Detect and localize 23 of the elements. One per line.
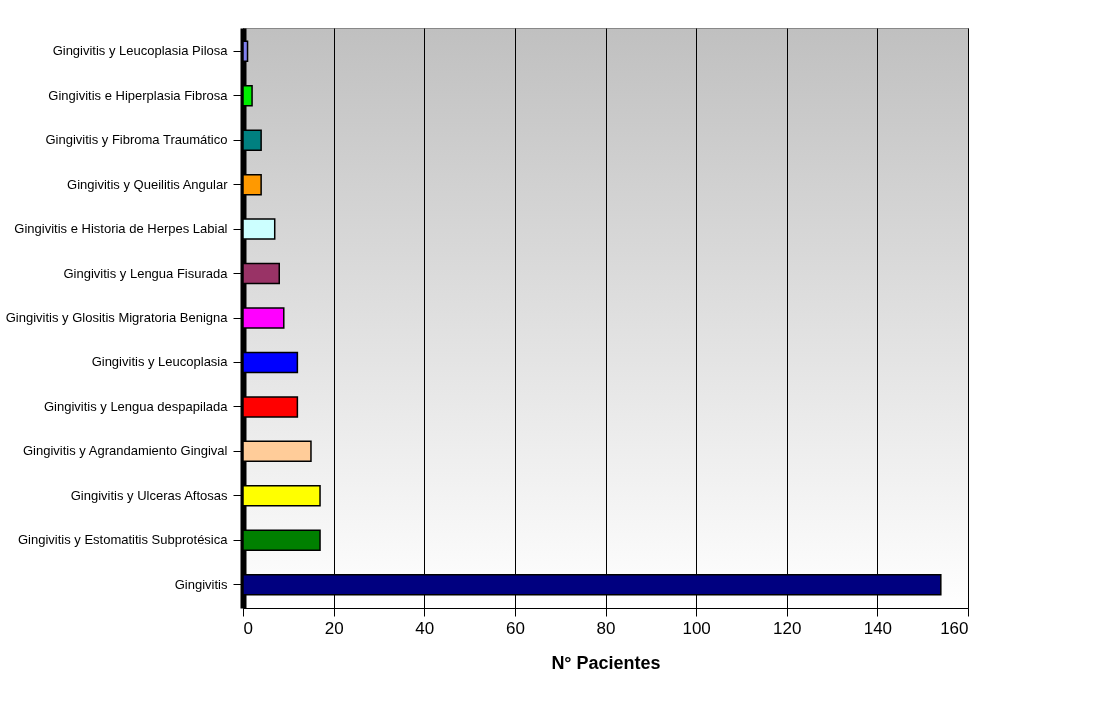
y-tick-label: Gingivitis y Leucoplasia [91, 354, 229, 370]
y-tick-label: Gingivitis y Agrandamiento Gingival [23, 443, 228, 459]
y-tick-label: Gingivitis y Glositis Migratoria Benigna [5, 310, 229, 325]
y-tick-label: Gingivitis y Queilitis Angular [67, 176, 229, 192]
y-tick-label: Gingivitis y Fibroma Traumático [45, 132, 228, 148]
y-tick-label: Gingivitis y Lengua Fisurada [63, 265, 229, 281]
x-tick-label: 60 [505, 618, 525, 638]
y-tick-label: Gingivitis [174, 576, 228, 592]
x-axis-title: N° Pacientes [551, 652, 661, 673]
x-tick-label: 20 [324, 618, 344, 638]
y-tick-label: Gingivitis e Historia de Herpes Labial [14, 221, 228, 237]
y-tick-label: Gingivitis y Estomatitis Subprotésica [17, 532, 229, 548]
y-tick-label: Gingivitis y Leucoplasia Pilosa [52, 43, 229, 59]
x-tick-label: 0 [243, 618, 253, 638]
x-tick-label: 40 [415, 618, 435, 638]
x-tick-label: 80 [596, 618, 616, 638]
x-tick-label: 100 [682, 618, 711, 638]
x-tick-label: 120 [773, 618, 802, 638]
y-tick-label: Gingivitis y Ulceras Aftosas [70, 487, 228, 503]
y-tick-label: Gingivitis e Hiperplasia Fibrosa [48, 87, 229, 103]
x-tick-label: 140 [863, 618, 893, 638]
y-tick-label: Gingivitis y Lengua despapilada [43, 398, 229, 414]
x-tick-label: 160 [940, 618, 969, 638]
